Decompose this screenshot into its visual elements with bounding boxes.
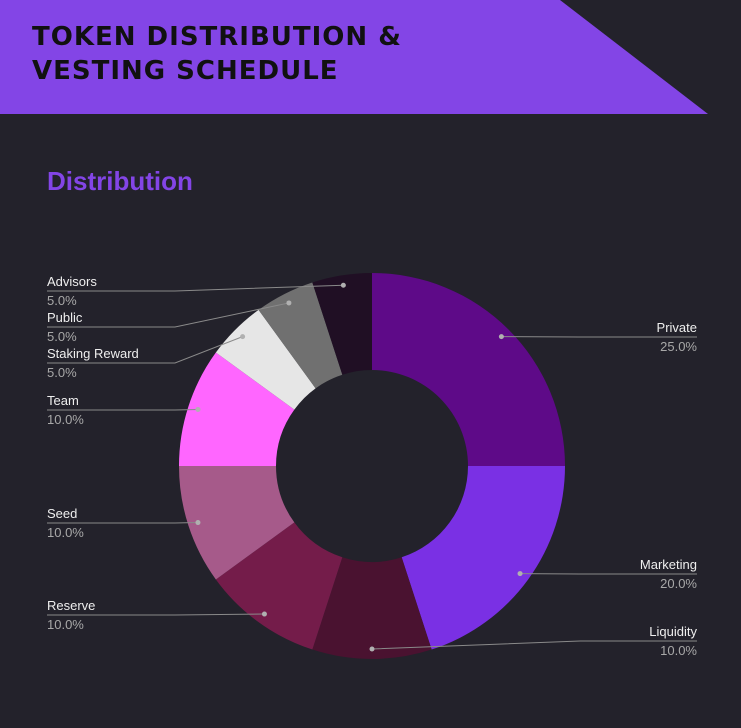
slice bbox=[215, 309, 316, 410]
slice bbox=[312, 557, 432, 659]
value-label: 10.0% bbox=[47, 525, 84, 540]
leader-dot bbox=[517, 571, 523, 577]
value-label: 10.0% bbox=[660, 643, 697, 658]
slice bbox=[258, 282, 343, 389]
leader-dot bbox=[240, 334, 246, 340]
legend-label: Public bbox=[47, 310, 83, 325]
value-label: 10.0% bbox=[47, 412, 84, 427]
legend-label: Advisors bbox=[47, 274, 97, 289]
slice bbox=[372, 273, 565, 466]
leader-dot bbox=[286, 300, 292, 306]
value-label: 5.0% bbox=[47, 365, 77, 380]
legend-label: Liquidity bbox=[649, 624, 697, 639]
header-banner bbox=[0, 0, 708, 114]
legend-label: Marketing bbox=[640, 557, 697, 572]
slice bbox=[401, 466, 565, 650]
value-label: 20.0% bbox=[660, 576, 697, 591]
legend-label: Private bbox=[657, 320, 697, 335]
legend-label: Seed bbox=[47, 506, 77, 521]
slice bbox=[179, 352, 295, 466]
slice bbox=[312, 273, 372, 375]
leader-line bbox=[47, 284, 344, 292]
legend-label: Staking Reward bbox=[47, 346, 139, 361]
leader-line bbox=[47, 613, 265, 616]
leader-dot bbox=[340, 282, 346, 288]
legend-label: Reserve bbox=[47, 598, 95, 613]
value-label: 5.0% bbox=[47, 329, 77, 344]
slice bbox=[215, 522, 343, 650]
leader-line bbox=[47, 302, 290, 328]
chart-subtitle: Distribution bbox=[47, 166, 193, 196]
value-label: 10.0% bbox=[47, 617, 84, 632]
title-box: TOKEN DISTRIBUTION & VESTING SCHEDULE bbox=[32, 22, 402, 86]
chart-title: TOKEN DISTRIBUTION & VESTING SCHEDULE bbox=[32, 22, 402, 86]
slice bbox=[179, 466, 295, 580]
legend-label: Team bbox=[47, 393, 79, 408]
leader-dot bbox=[369, 646, 375, 652]
leader-line bbox=[47, 336, 243, 364]
leader-dot bbox=[498, 334, 504, 340]
value-label: 25.0% bbox=[660, 339, 697, 354]
leader-line bbox=[371, 640, 697, 650]
leader-dot bbox=[261, 611, 267, 617]
leader-dot bbox=[195, 520, 201, 526]
leader-dot bbox=[195, 406, 201, 412]
leader-line bbox=[47, 408, 198, 411]
value-label: 5.0% bbox=[47, 293, 77, 308]
